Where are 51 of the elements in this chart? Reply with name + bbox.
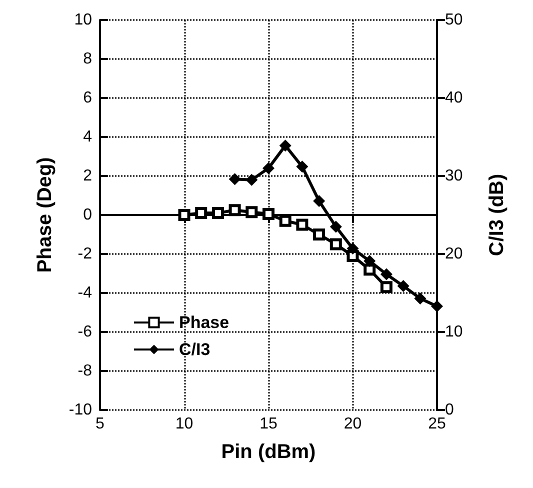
point — [313, 228, 326, 240]
legend-label: C/I3 — [179, 340, 210, 359]
y-tick-label: -8 — [78, 362, 92, 380]
point — [330, 238, 342, 250]
y2-tick-label: 20 — [445, 246, 463, 262]
x-tick-label: 15 — [260, 416, 278, 432]
y-tick-label: 8 — [83, 50, 92, 68]
point — [346, 242, 359, 255]
y2-tick-label: 0 — [445, 402, 454, 418]
y-tick-label: 10 — [74, 12, 92, 28]
point — [279, 140, 292, 152]
point — [212, 207, 224, 220]
point — [313, 194, 326, 207]
y2-axis-title: C/I3 (dB) — [486, 174, 508, 256]
y2-tick-label: 30 — [445, 168, 463, 184]
y-tick-label: 2 — [83, 168, 92, 184]
x-tick-label: 10 — [175, 416, 194, 432]
point — [195, 207, 208, 220]
y2-tick-label: 50 — [445, 12, 463, 28]
point — [380, 268, 392, 280]
x-tick-label: 5 — [96, 416, 105, 432]
point — [246, 174, 258, 186]
point — [330, 220, 342, 233]
point — [397, 280, 410, 292]
point — [364, 264, 376, 276]
y-tick-label: 4 — [83, 128, 92, 146]
point — [228, 173, 241, 186]
point — [364, 255, 376, 268]
point — [431, 300, 443, 312]
point — [279, 214, 292, 227]
y2-tick-label: 40 — [445, 90, 463, 106]
point — [380, 281, 392, 294]
y-tick-label: -4 — [78, 284, 92, 302]
y-tick-label: -10 — [68, 402, 92, 418]
point — [296, 160, 308, 173]
point — [414, 292, 426, 304]
legend-label: Phase — [179, 313, 230, 332]
y-tick-label: 6 — [83, 90, 92, 106]
y-tick-label: 0 — [83, 206, 92, 224]
y2-tick-label: 10 — [445, 324, 463, 340]
x-tick-label: 20 — [344, 416, 362, 432]
y-axis-title: Phase (Deg) — [34, 157, 56, 273]
x-tick-label: 25 — [428, 416, 446, 432]
point — [246, 206, 258, 218]
y-tick-label: -6 — [78, 324, 92, 340]
point — [228, 204, 241, 216]
point — [262, 162, 274, 174]
x-axis-title: Pin (dBm) — [221, 441, 316, 463]
point — [296, 218, 308, 231]
y-tick-label: -2 — [78, 246, 92, 262]
point — [262, 208, 274, 220]
